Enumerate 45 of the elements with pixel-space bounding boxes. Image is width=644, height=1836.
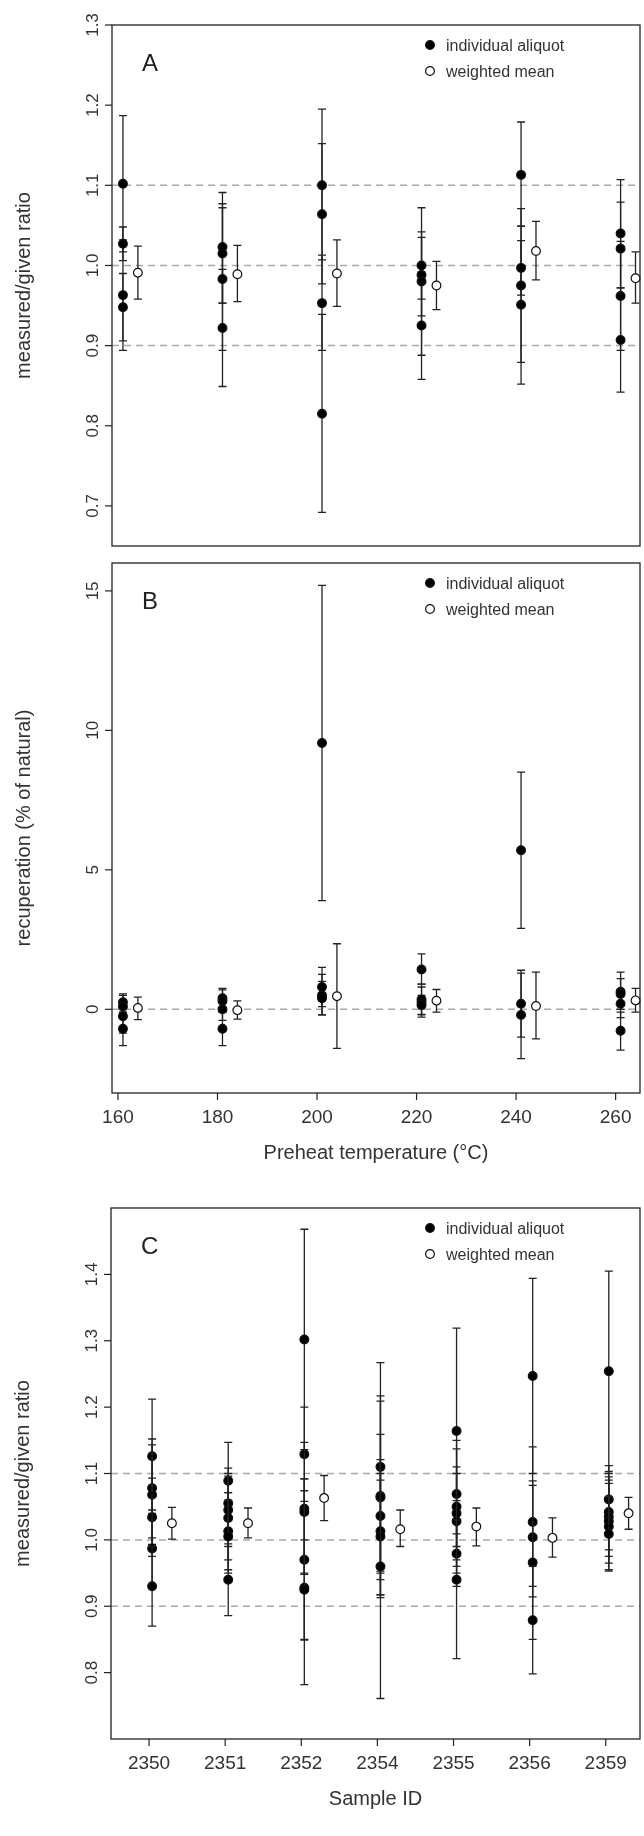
x-tick-label: 2356 — [508, 1752, 551, 1773]
y-tick-label: 1.3 — [83, 13, 102, 37]
y-tick-label: 0.8 — [82, 1660, 101, 1685]
x-tick-label: 2359 — [584, 1752, 627, 1773]
y-tick-label: 1.4 — [82, 1262, 101, 1287]
x-tick-label: 2350 — [127, 1752, 171, 1773]
x-tick-label: 2352 — [280, 1752, 323, 1773]
legend-label: individual aliquot — [446, 37, 565, 54]
y-tick-label: 5 — [83, 865, 102, 875]
x-tick-label: 240 — [500, 1106, 532, 1127]
y-tick-label: 1.3 — [82, 1328, 101, 1353]
x-tick-label: 200 — [301, 1106, 333, 1127]
legend-label: weighted mean — [445, 601, 555, 618]
y-axis-title: measured/given ratio — [11, 1380, 33, 1567]
x-tick-label: 2354 — [356, 1752, 399, 1773]
y-tick-label: 0.9 — [82, 1594, 101, 1619]
x-tick-label: 160 — [102, 1106, 134, 1127]
y-tick-label: 0.9 — [83, 333, 102, 358]
x-tick-label: 2355 — [432, 1752, 475, 1773]
y-tick-label: 1.1 — [83, 173, 102, 198]
y-tick-label: 15 — [83, 581, 102, 601]
legend-label: weighted mean — [445, 63, 555, 80]
y-tick-label: 1.2 — [82, 1395, 101, 1419]
y-tick-label: 0.7 — [83, 494, 102, 518]
x-tick-label: 220 — [400, 1106, 433, 1127]
x-axis-title: Preheat temperature (°C) — [263, 1141, 489, 1163]
y-tick-label: 1.1 — [82, 1461, 101, 1486]
legend-label: individual aliquot — [446, 575, 565, 592]
legend-label: weighted mean — [445, 1246, 555, 1263]
annotation: C — [141, 1232, 159, 1259]
y-tick-label: 1.0 — [83, 253, 102, 278]
x-tick-label: 2351 — [204, 1752, 247, 1773]
x-axis-title: Sample ID — [328, 1787, 423, 1809]
x-tick-label: 180 — [201, 1106, 234, 1127]
x-tick-label: 260 — [599, 1106, 632, 1127]
y-tick-label: 0 — [83, 1004, 102, 1015]
y-axis-title: recuperation (% of natural) — [12, 709, 34, 947]
y-tick-label: 10 — [83, 720, 102, 740]
y-tick-label: 1.2 — [83, 93, 102, 117]
legend-label: individual aliquot — [446, 1220, 565, 1237]
y-tick-label: 1.0 — [82, 1528, 101, 1552]
annotation: B — [142, 587, 159, 614]
annotation: A — [142, 49, 159, 76]
y-tick-label: 0.8 — [83, 413, 102, 438]
y-axis-title: measured/given ratio — [12, 192, 34, 379]
